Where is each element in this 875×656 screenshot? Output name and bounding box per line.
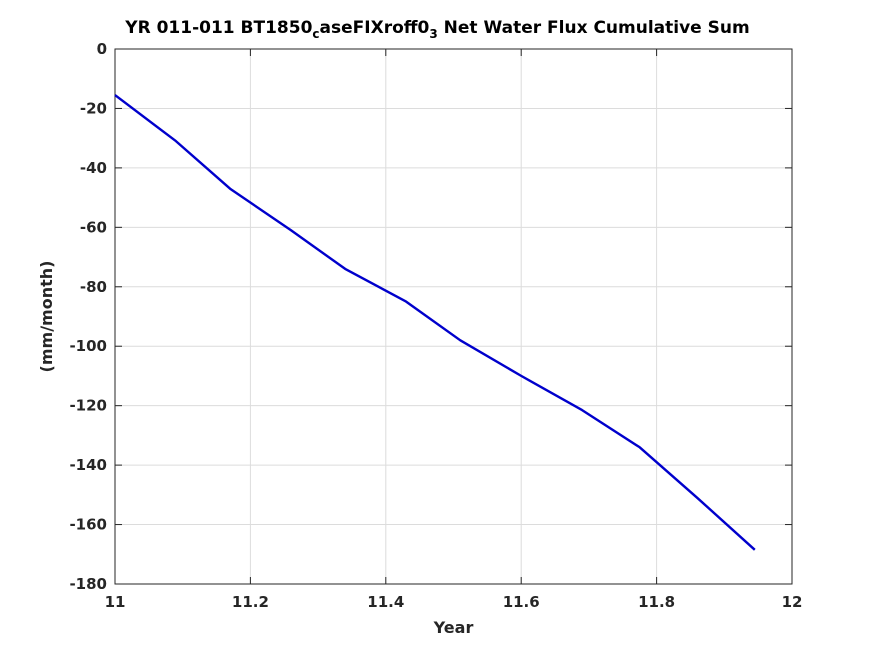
y-tick-label: -40 xyxy=(80,159,107,177)
y-axis-label: (mm/month) xyxy=(37,261,56,373)
axis-ticks: 11 11.2 11.4 11.6 11.8 12 0 -20 -40 -60 -80 -100 -12… xyxy=(69,40,802,611)
plot-area-frame xyxy=(114,48,793,585)
chart-title: YR 011-011 BT1850caseFIXroff03 Net Water… xyxy=(0,18,875,41)
x-tick-label: 11.4 xyxy=(367,593,404,611)
y-tick-label: -160 xyxy=(69,516,107,534)
y-tick-label: -180 xyxy=(69,575,107,593)
x-tick-label: 11 xyxy=(105,593,126,611)
grid xyxy=(114,48,793,585)
y-tick-label: -80 xyxy=(80,278,107,296)
title-part-2: aseFIXroff0 xyxy=(319,18,430,38)
title-subscript-2: 3 xyxy=(429,27,438,41)
title-part-1: YR 011-011 BT1850 xyxy=(125,18,313,38)
x-tick-label: 11.6 xyxy=(503,593,540,611)
y-tick-label: -140 xyxy=(69,456,107,474)
x-axis-label: Year xyxy=(433,618,474,637)
y-tick-label: -60 xyxy=(80,218,107,236)
x-tick-label: 11.2 xyxy=(232,593,269,611)
y-tick-label: -100 xyxy=(69,337,107,355)
y-tick-label: -120 xyxy=(69,397,107,415)
series-line xyxy=(114,94,756,551)
title-part-3: Net Water Flux Cumulative Sum xyxy=(437,18,750,38)
x-tick-label: 11.8 xyxy=(638,593,675,611)
y-tick-label: 0 xyxy=(97,40,107,58)
title-subscript-1: c xyxy=(312,27,320,41)
series-group xyxy=(114,94,756,551)
x-tick-label: 12 xyxy=(782,593,803,611)
y-tick-label: -20 xyxy=(80,99,107,117)
